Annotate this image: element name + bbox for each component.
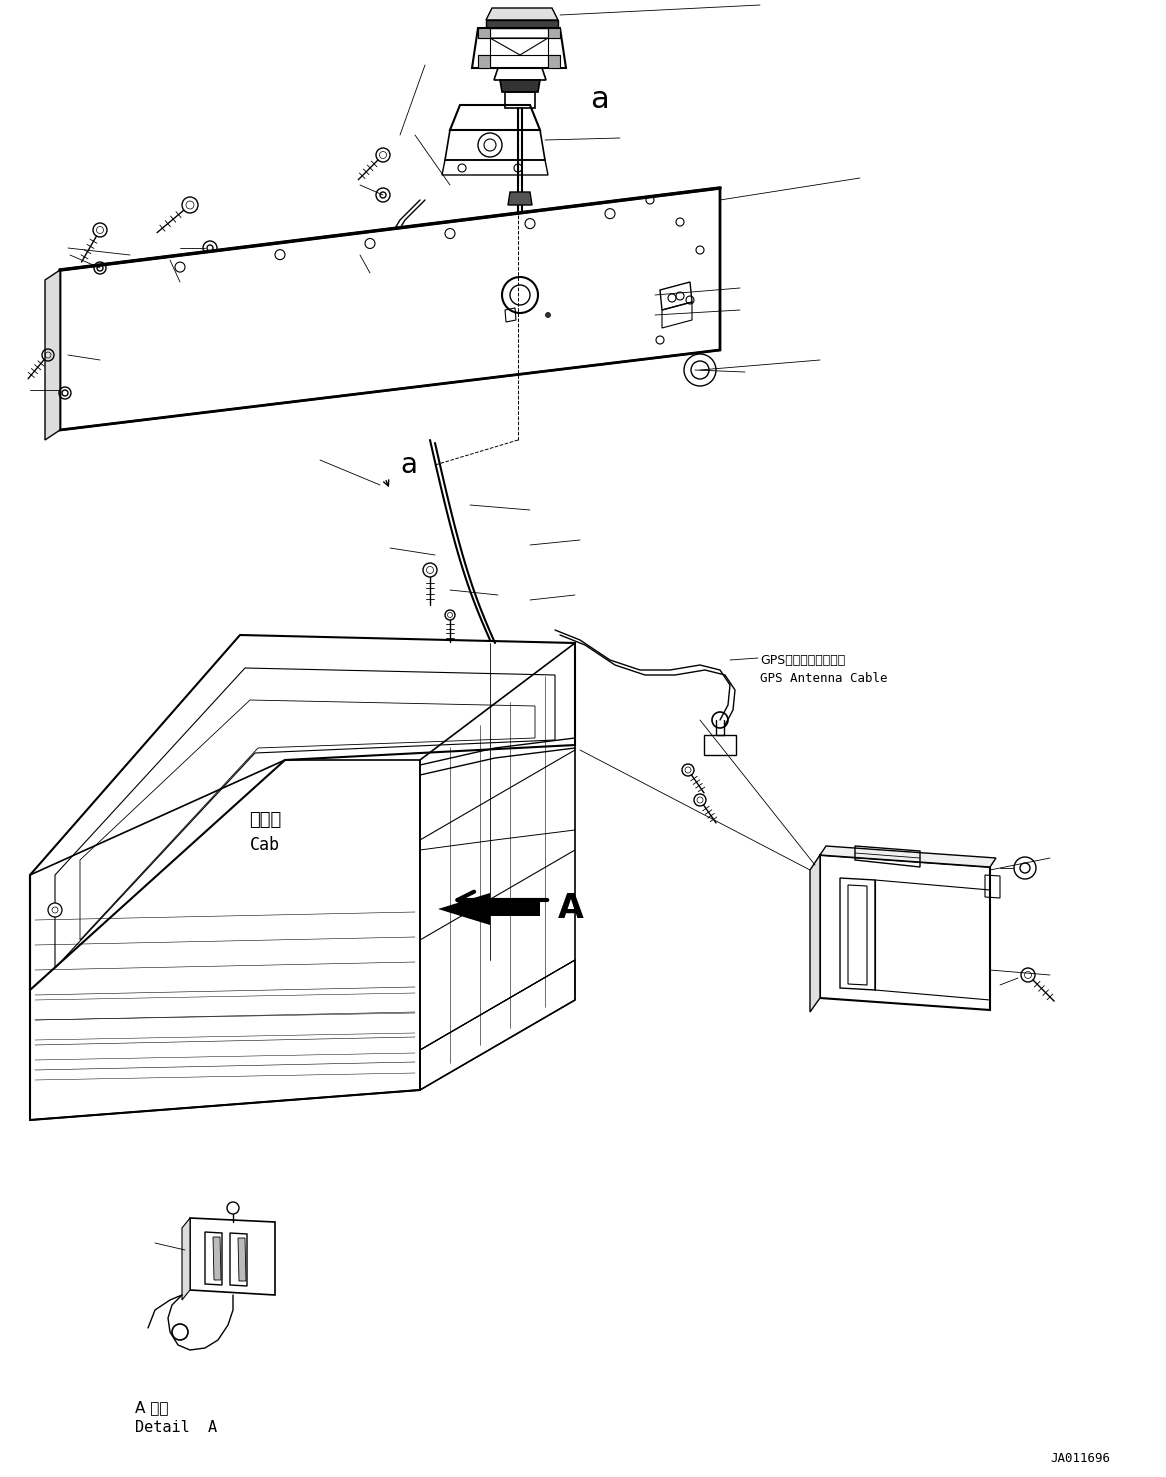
Polygon shape [548,28,560,38]
Polygon shape [438,894,540,925]
Text: JA011696: JA011696 [1051,1452,1110,1465]
Polygon shape [59,188,719,430]
Circle shape [546,313,550,318]
Polygon shape [500,80,540,92]
Polygon shape [478,55,490,68]
Text: Detail  A: Detail A [135,1421,217,1436]
Text: GPSアンテナケーブル: GPSアンテナケーブル [760,653,845,666]
Text: a: a [400,450,417,479]
Text: A: A [559,892,584,925]
Text: キャブ: キャブ [248,811,281,829]
Polygon shape [478,28,490,38]
Polygon shape [820,855,990,1010]
Polygon shape [182,1219,190,1300]
Text: A 詳細: A 詳細 [135,1400,169,1415]
Polygon shape [486,21,559,28]
Polygon shape [238,1238,246,1281]
Text: Cab: Cab [250,836,280,854]
Polygon shape [190,1219,275,1295]
Text: GPS Antenna Cable: GPS Antenna Cable [760,672,887,684]
Polygon shape [548,55,560,68]
Polygon shape [820,846,996,867]
Polygon shape [810,855,820,1012]
Polygon shape [213,1238,222,1281]
Polygon shape [486,7,559,21]
Polygon shape [508,192,532,205]
Circle shape [48,902,62,917]
Polygon shape [45,270,59,440]
Text: a: a [590,86,609,115]
